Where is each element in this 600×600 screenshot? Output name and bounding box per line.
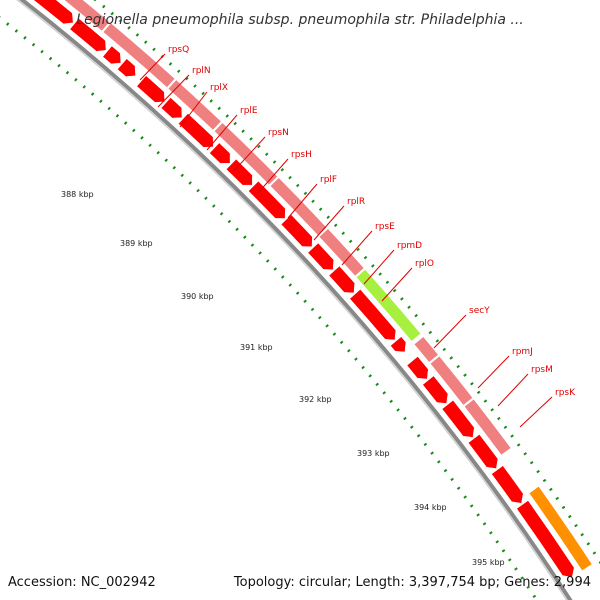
gene-track-layer <box>33 0 593 578</box>
gene-leader-line <box>232 136 266 173</box>
reverse-cds-arrow <box>178 113 214 148</box>
ruler-label: 389 kbp <box>120 239 153 248</box>
reverse-cds-arrow <box>349 289 397 341</box>
gene-leader-line <box>287 183 318 219</box>
reverse-cds-arrow <box>69 18 107 52</box>
outer-tick-ring <box>93 0 600 565</box>
gene-label-layer: rpsQ rplN rplX rplE rpsN rpsH rplF rplR rpsErpmD… <box>139 45 576 428</box>
genome-summary: Topology: circular; Length: 3,397,754 bp… <box>233 575 591 590</box>
gene-label: rpsE <box>375 222 395 232</box>
ruler-label: 391 kbp <box>240 343 273 352</box>
ruler-label-layer: 388 kbp 389 kbp 390 kbp 391 kbp 392 kbp 393 k… <box>61 190 505 567</box>
reverse-cds-arrow <box>160 97 183 119</box>
gene-leader-line <box>206 114 238 151</box>
inner-tick-ring <box>0 16 539 600</box>
gene-leader-line <box>381 267 413 302</box>
gene-leader-line <box>497 373 529 407</box>
reverse-cds-arrow <box>467 434 499 469</box>
gene-leader-line <box>139 53 166 81</box>
gene-leader-line <box>157 74 190 108</box>
ruler-label: 395 kbp <box>472 558 505 567</box>
gene-leader-line <box>179 91 208 128</box>
reverse-cds-arrow <box>307 242 334 270</box>
gene-label: rplF <box>320 175 337 185</box>
gene-label: rpsN <box>268 128 289 138</box>
gene-leader-line <box>363 249 395 285</box>
gene-leader-line <box>257 158 289 194</box>
forward-cds-segment <box>318 228 365 277</box>
gene-label: rpsH <box>291 150 312 160</box>
accession-label: Accession: NC_002942 <box>8 575 156 590</box>
ruler-label: 393 kbp <box>357 449 390 458</box>
gene-label: secY <box>469 306 490 316</box>
reverse-cds-arrow <box>390 336 407 353</box>
reverse-cds-arrow <box>441 399 475 438</box>
gene-label: rpmD <box>397 241 422 251</box>
ruler-label: 390 kbp <box>181 292 214 301</box>
gene-leader-line <box>519 396 553 428</box>
reverse-cds-arrow <box>248 180 286 219</box>
forward-cds-segment <box>528 485 593 572</box>
gene-leader-line <box>477 355 510 389</box>
reverse-cds-arrow <box>328 265 355 294</box>
reverse-cds-arrow <box>406 356 429 380</box>
gene-leader-line <box>341 230 373 266</box>
genome-backbone-shadow <box>16 0 568 600</box>
gene-label: rpsQ <box>168 45 189 55</box>
reverse-cds-arrow <box>209 142 231 164</box>
ruler-label: 394 kbp <box>414 503 447 512</box>
reverse-cds-arrow <box>422 375 449 404</box>
reverse-cds-arrow <box>491 465 524 504</box>
forward-cds-segment <box>429 355 474 406</box>
gene-label: rplR <box>347 197 365 207</box>
gene-label: rplX <box>210 83 228 93</box>
backbone-layer <box>16 0 573 600</box>
gene-leader-line <box>313 205 345 241</box>
gene-leader-line <box>433 314 467 349</box>
map-title: Legionella pneumophila subsp. pneumophil… <box>76 12 523 28</box>
forward-cds-segment <box>463 398 512 456</box>
forward-cds-segment <box>413 336 439 363</box>
reverse-cds-arrow <box>516 500 575 578</box>
gene-label: rplN <box>192 66 211 76</box>
ruler-label: 392 kbp <box>299 395 332 404</box>
reverse-cds-arrow <box>117 58 136 77</box>
reverse-cds-arrow <box>102 45 122 65</box>
genome-backbone <box>19 0 573 600</box>
forward-cds-segment <box>355 268 422 342</box>
gene-label: rplO <box>415 259 434 269</box>
ruler-label: 388 kbp <box>61 190 94 199</box>
gene-label: rpsK <box>555 388 576 398</box>
reverse-cds-arrow <box>225 158 253 186</box>
reverse-cds-arrow <box>136 75 165 103</box>
gene-label: rplE <box>240 106 258 116</box>
gene-label: rpmJ <box>512 347 533 357</box>
gene-label: rpsM <box>531 365 553 375</box>
forward-cds-segment <box>102 22 176 89</box>
reverse-cds-arrow <box>33 0 74 25</box>
forward-cds-segment <box>63 0 111 32</box>
reverse-cds-arrow <box>280 214 313 247</box>
